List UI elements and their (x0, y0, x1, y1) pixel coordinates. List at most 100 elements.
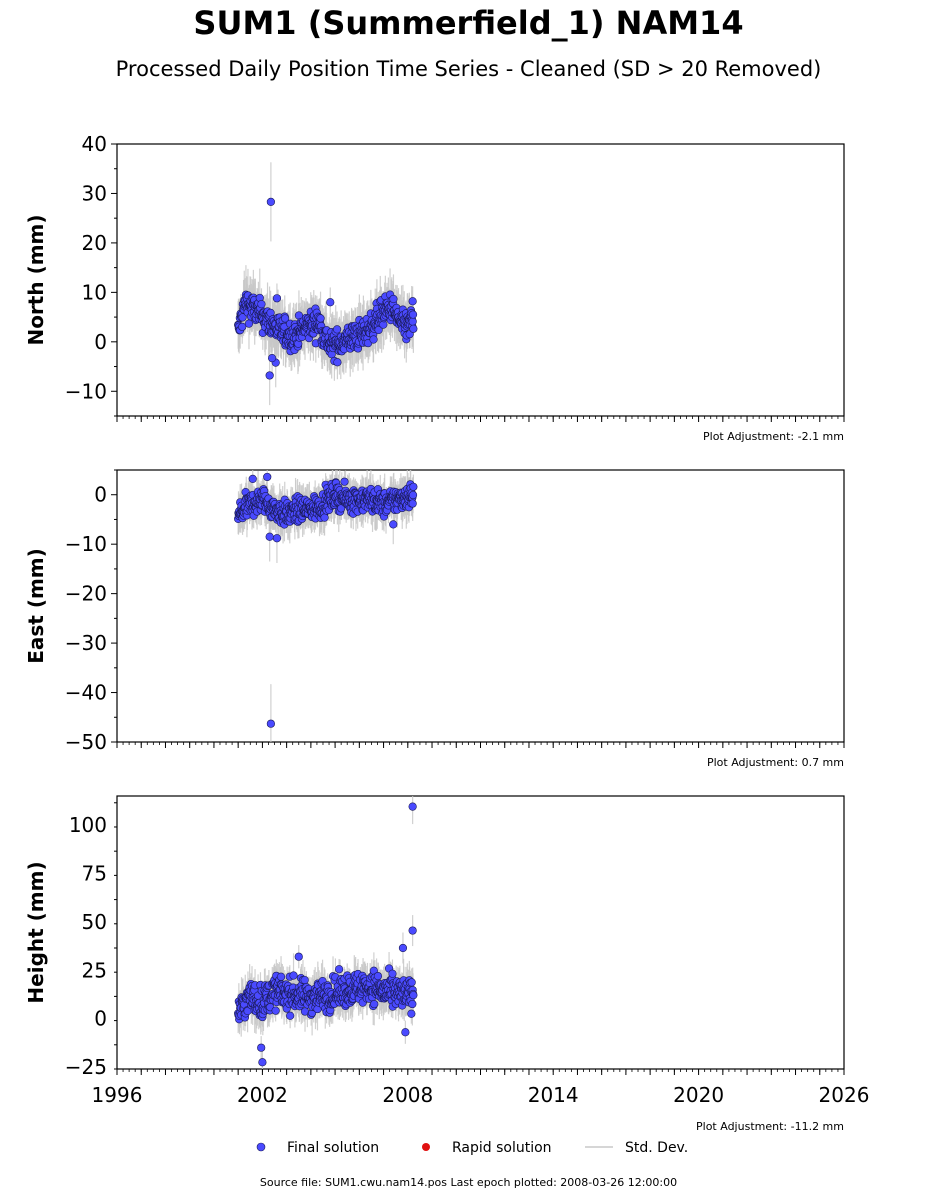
final-solution-point (265, 371, 274, 380)
final-solution-point (280, 314, 290, 323)
legend-rapid-marker (422, 1143, 430, 1151)
final-solution-point (408, 926, 417, 935)
final-solution-point (263, 472, 272, 482)
y-tick-label: −30 (65, 631, 107, 655)
plot-frame (116, 469, 845, 743)
data-series-final (234, 470, 418, 742)
final-solution-point (389, 520, 398, 529)
final-solution-point (408, 490, 418, 500)
final-solution-point (238, 322, 247, 331)
final-solution-point (266, 197, 275, 206)
y-tick-label: −50 (65, 730, 107, 754)
final-solution-points (234, 802, 418, 1067)
final-solution-point (267, 354, 277, 363)
plot-frame (116, 143, 845, 417)
final-solution-point (257, 1043, 266, 1052)
final-solution-point (258, 1058, 267, 1067)
final-solution-point (401, 1028, 410, 1037)
x-major-ticks (116, 1069, 845, 1075)
final-solution-point (289, 971, 298, 980)
y-tick-label: 75 (82, 861, 107, 885)
y-axis-label: East (mm) (24, 548, 48, 664)
final-solution-point (272, 294, 282, 303)
final-solution-point (266, 719, 275, 728)
x-tick-label: 2026 (819, 1083, 870, 1107)
legend-final-label: Final solution (287, 1140, 379, 1156)
subplot-height: 1996 2002 2008 2014 2020 2026 −25 0 25 50 75 100 Hei… (24, 795, 870, 1133)
final-solution-point (337, 504, 346, 513)
final-solution-point (408, 310, 418, 319)
legend-rapid-label: Rapid solution (452, 1140, 552, 1156)
final-solution-point (408, 499, 417, 508)
y-tick-label: 50 (82, 910, 107, 934)
final-solution-point (272, 534, 282, 543)
y-tick-label: 100 (69, 813, 107, 837)
y-axis-label: North (mm) (24, 214, 48, 345)
final-solution-point (271, 1006, 280, 1015)
y-tick-label: −10 (65, 532, 107, 556)
final-solution-point (408, 297, 417, 306)
data-series-final (234, 162, 418, 406)
y-tick-label: 10 (82, 280, 107, 304)
source-note: Source file: SUM1.cwu.nam14.pos Last epo… (259, 1176, 678, 1189)
final-solution-point (332, 325, 342, 334)
x-major-ticks (116, 742, 845, 748)
final-solution-point (333, 358, 342, 367)
final-solution-point (238, 313, 247, 322)
final-solution-point (370, 999, 379, 1009)
final-solution-point (388, 969, 397, 978)
final-solution-point (408, 999, 417, 1009)
y-tick-label: −20 (65, 582, 107, 606)
final-solution-point (409, 991, 418, 1000)
final-solution-point (408, 802, 417, 811)
final-solution-point (409, 324, 418, 333)
y-tick-label: −10 (65, 379, 107, 403)
final-solution-point (407, 978, 416, 987)
y-axis-label: Height (mm) (24, 861, 48, 1003)
final-solution-point (340, 477, 349, 486)
y-tick-label: −40 (65, 681, 107, 705)
final-solution-point (300, 975, 309, 985)
y-tick-label: 25 (82, 958, 107, 982)
x-minor-ticks (116, 742, 845, 745)
final-solution-point (294, 952, 303, 961)
final-solution-point (407, 1009, 416, 1018)
y-tick-label: 0 (94, 1007, 107, 1031)
final-solution-point (369, 335, 378, 344)
legend-final-marker (256, 1142, 266, 1152)
std-dev-bars (237, 796, 414, 1069)
final-solution-point (335, 965, 344, 974)
final-solution-point (373, 971, 383, 981)
plot-adjustment-note: Plot Adjustment: 0.7 mm (707, 756, 844, 769)
x-tick-label: 2014 (528, 1083, 579, 1107)
x-tick-label: 1996 (92, 1083, 143, 1107)
final-solution-point (389, 294, 398, 304)
y-tick-label: 0 (94, 330, 107, 354)
chart-subtitle: Processed Daily Position Time Series - C… (115, 57, 822, 81)
x-tick-label: 2020 (673, 1083, 724, 1107)
final-solution-point (244, 319, 254, 328)
final-solution-point (257, 300, 266, 309)
x-major-ticks (116, 416, 845, 422)
y-tick-label: 30 (82, 181, 107, 205)
final-solution-point (320, 513, 329, 522)
plot-adjustment-note: Plot Adjustment: -2.1 mm (703, 430, 844, 443)
x-tick-label: 2008 (382, 1083, 433, 1107)
legend-std-label: Std. Dev. (625, 1140, 688, 1156)
y-tick-label: −25 (65, 1055, 107, 1079)
subplot-north: −10 0 10 20 30 40 North (mm) Plot Adjustment: -… (24, 132, 845, 443)
final-solution-point (248, 474, 257, 484)
final-solution-points (234, 197, 418, 380)
final-solution-point (276, 972, 286, 981)
final-solution-point (408, 317, 417, 326)
std-dev-bars (237, 162, 414, 406)
y-tick-label: 20 (82, 231, 107, 255)
data-series-final (234, 796, 418, 1069)
x-tick-label: 2002 (237, 1083, 288, 1107)
final-solution-point (326, 298, 335, 307)
final-solution-point (409, 482, 418, 491)
plot-adjustment-note: Plot Adjustment: -11.2 mm (696, 1120, 844, 1133)
plot-frame (116, 795, 845, 1070)
final-solution-point (286, 1011, 295, 1020)
